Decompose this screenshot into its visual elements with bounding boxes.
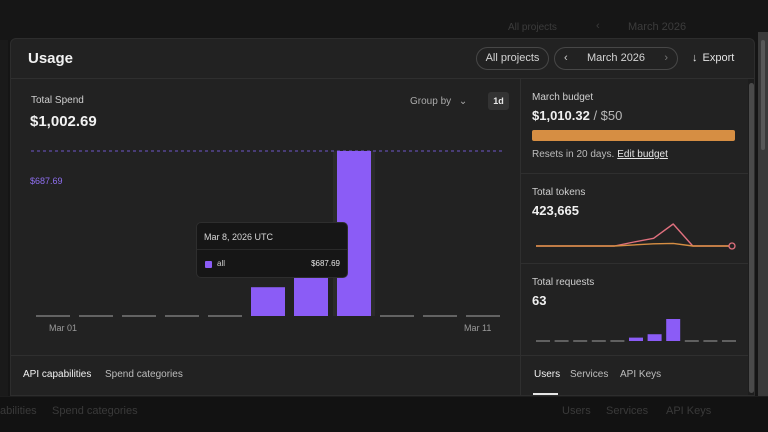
background-tab-spend-categories: Spend categories [52, 405, 138, 417]
request-bar [629, 337, 643, 341]
group-by-dropdown[interactable]: Group by ⌄ [410, 96, 467, 107]
tooltip-date: Mar 8, 2026 UTC [204, 232, 274, 242]
background-tab-users: Users [562, 405, 591, 417]
bar-mar-07 [294, 272, 328, 316]
download-arrow-icon: ↓ [692, 52, 698, 64]
chevron-left-icon[interactable]: ‹ [564, 52, 568, 64]
usage-modal: Usage All projects ‹ March 2026 › ↓ Expor… [10, 38, 755, 396]
request-bar [647, 334, 662, 341]
export-button[interactable]: ↓ Export [692, 52, 734, 64]
group-by-label: Group by [410, 96, 452, 107]
budget-card: March budget $1,010.32 / $50 Resets in 2… [521, 79, 748, 174]
background-scrollbar-thumb [761, 40, 765, 150]
tooltip-series-name: all [217, 259, 226, 268]
tokens-series-line-1 [536, 242, 732, 247]
export-label: Export [702, 52, 735, 64]
modal-header: Usage All projects ‹ March 2026 › ↓ Expor… [11, 39, 754, 79]
tokens-card: Total tokens 423,665 [521, 174, 748, 264]
tokens-value: 423,665 [532, 203, 579, 218]
capabilities-tab-bar: API capabilities Spend categories [11, 355, 521, 395]
tab-users[interactable]: Users [534, 369, 561, 380]
projects-filter-button[interactable]: All projects [476, 47, 549, 70]
total-spend-label: Total Spend [31, 95, 84, 106]
total-spend-value: $1,002.69 [30, 113, 97, 130]
summary-panel: March budget $1,010.32 / $50 Resets in 2… [521, 79, 748, 355]
requests-card: Total requests 63 [521, 264, 748, 355]
spend-bar-chart: Mar 01 Mar 11 [31, 150, 505, 333]
background-left-strip [0, 40, 8, 396]
tokens-endpoint-marker [728, 242, 736, 250]
spend-panel: Total Spend $1,002.69 Group by ⌄ 1d $687… [11, 79, 521, 355]
tokens-label: Total tokens [532, 187, 586, 198]
tokens-sparkline [536, 223, 736, 250]
page-title: Usage [28, 50, 74, 67]
budget-reset-text: Resets in 20 days. Edit budget [532, 149, 668, 160]
chart-tooltip: Mar 8, 2026 UTC all $687.69 [196, 222, 348, 278]
background-projects-label: All projects [508, 22, 557, 33]
tokens-series-line-0 [536, 223, 732, 247]
background-month-label: March 2026 [628, 21, 687, 33]
panel-scrollbar-thumb[interactable] [749, 83, 754, 393]
tab-api-keys[interactable]: API Keys [620, 369, 662, 380]
panel-scrollbar[interactable] [748, 79, 754, 395]
bar-mar-06 [251, 287, 285, 316]
background-topbar: All projects ‹ March 2026 [0, 0, 768, 40]
chevron-right-icon[interactable]: › [664, 52, 668, 64]
tab-api-capabilities[interactable]: API capabilities [23, 369, 92, 380]
requests-bar-chart [536, 319, 736, 342]
tooltip-divider [197, 249, 347, 250]
request-bar [666, 319, 681, 341]
tab-services[interactable]: Services [570, 369, 609, 380]
period-toggle-button[interactable]: 1d [488, 92, 509, 110]
requests-label: Total requests [532, 277, 595, 288]
requests-value: 63 [532, 293, 547, 308]
background-tab-api-keys: API Keys [666, 405, 712, 417]
chevron-down-icon: ⌄ [458, 96, 468, 107]
x-tick-label: Mar 11 [464, 323, 491, 333]
background-scrollbar [758, 32, 768, 398]
background-tab-capabilities: abilities [0, 405, 37, 417]
active-tab-indicator [533, 393, 558, 395]
budget-progress-bar [532, 130, 735, 141]
month-label[interactable]: March 2026 [586, 52, 646, 64]
month-picker: ‹ March 2026 › [554, 47, 678, 70]
edit-budget-link[interactable]: Edit budget [617, 149, 668, 160]
peak-reference-label: $687.69 [30, 176, 63, 186]
tooltip-series-swatch [205, 261, 212, 268]
budget-spent: $1,010.32 [532, 108, 590, 123]
tab-spend-categories[interactable]: Spend categories [105, 369, 183, 380]
breakdown-tab-bar: Users Services API Keys [521, 355, 748, 395]
budget-value: $1,010.32 / $50 [532, 108, 622, 123]
budget-label: March budget [532, 92, 594, 103]
budget-limit: / $50 [589, 108, 623, 123]
background-chevron-icon: ‹ [596, 20, 600, 32]
background-tab-services: Services [606, 405, 649, 417]
background-tab-bar: abilities Spend categories Users Service… [0, 396, 768, 432]
tooltip-value: $687.69 [311, 259, 340, 268]
x-tick-label: Mar 01 [49, 323, 77, 333]
resets-label: Resets in 20 days. [532, 149, 615, 160]
